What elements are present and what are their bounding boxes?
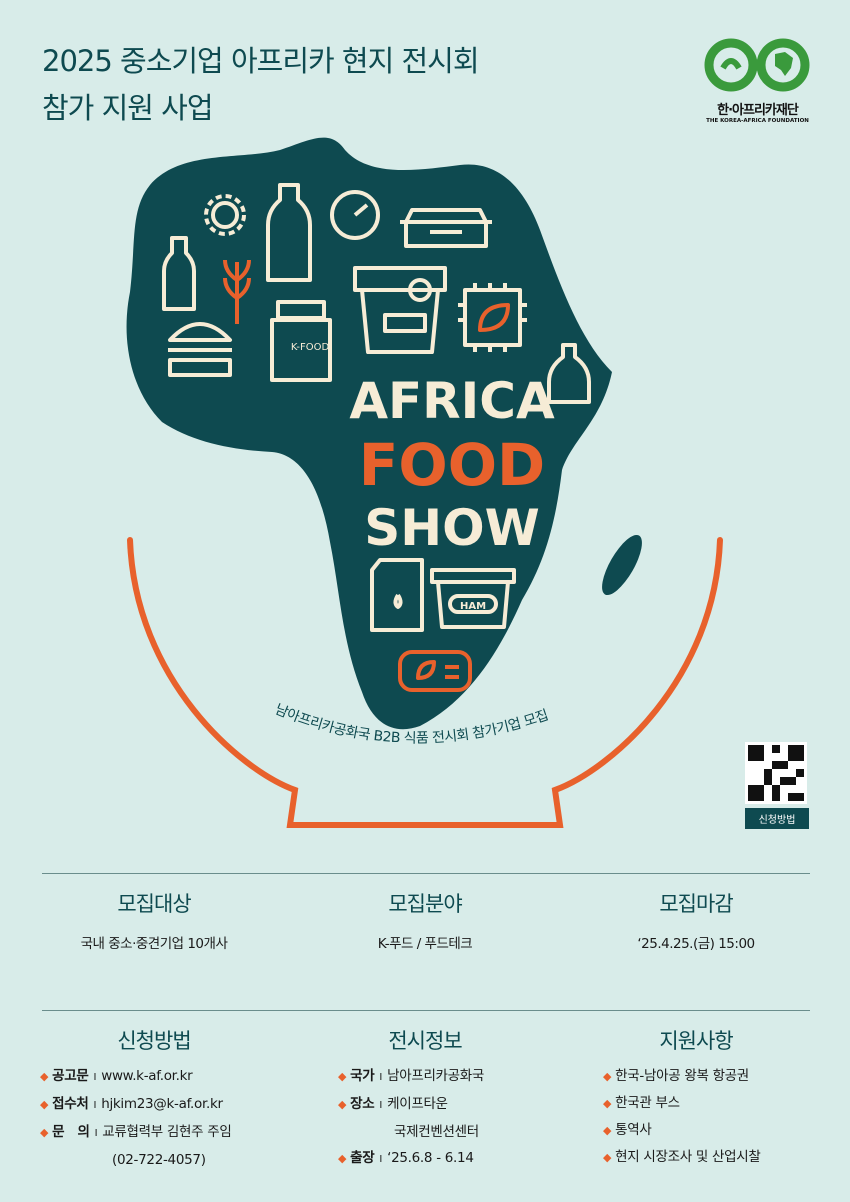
summary-field: 모집분야 K-푸드 / 푸드테크 [297,888,553,952]
gauge-icon [330,190,380,240]
page-title: 2025 중소기업 아프리카 현지 전시회 참가 지원 사업 [42,38,480,132]
exhibit-heading: 전시정보 [388,1029,462,1053]
summary-value: 국내 중소·중견기업 10개사 [80,936,228,952]
item-value-cont: 국제컨벤션센터 [394,1124,479,1140]
hero-show: SHOW [364,499,540,557]
item-value: 케이프타운 [387,1096,448,1112]
item-value: 통역사 [615,1122,652,1138]
item-value: 한국-남아공 왕복 항공권 [615,1068,749,1084]
item-value: ‘25.6.8 - 6.14 [387,1150,474,1166]
item-key: 공고문 [52,1068,89,1084]
diamond-bullet-icon: ◆ [603,1151,612,1164]
support-heading: 지원사항 [659,1029,733,1053]
diamond-bullet-icon: ◆ [603,1070,612,1083]
wheat-icon [223,259,251,324]
milk-carton-icon [370,558,424,632]
kfood-jar-icon [270,300,332,382]
madagascar [602,534,642,596]
exhibit-list: ◆ 국가 I 남아프리카공화국 ◆ 장소 I 케이프타운 국제컨벤션센터 ◆ 출장 I ‘25.6… [338,1063,484,1173]
divider [42,873,810,874]
item-key: 출장 [350,1150,375,1166]
item-key: 장소 [350,1096,375,1112]
item-key: 문 의 [52,1124,90,1140]
bowl-outline [127,537,723,828]
chip-icon [458,283,527,352]
hamburger-icon [168,322,232,377]
phone-number: (02-722-4057) [112,1152,206,1168]
list-item: ◆ 현지 시장조사 및 산업시찰 [603,1144,761,1171]
hero-illustration: K-FOOD HAM AFRICA FOOD SHOW 남아프리카공화국 B2B… [126,137,723,828]
item-key: 접수처 [52,1096,89,1112]
divider [42,1010,810,1011]
hero-africa: AFRICA [349,372,555,430]
title-line-1: 2025 중소기업 아프리카 현지 전시회 [42,44,480,78]
tub-label: HAM [460,601,486,612]
summary-heading: 모집마감 [659,892,733,916]
logo-mark-icon [704,38,809,92]
diamond-bullet-icon: ◆ [338,1152,347,1165]
bottle-icon [266,183,312,282]
title-line-2: 참가 지원 사업 [42,91,214,125]
item-value: 현지 시장조사 및 산업시찰 [615,1149,761,1165]
food-tech-card-icon [398,650,472,692]
list-item: ◆ 국가 I 남아프리카공화국 [338,1068,485,1084]
email-link[interactable]: hjkim23@k-af.or.kr [101,1096,223,1112]
item-value: 한국관 부스 [615,1095,680,1111]
summary-value: ‘25.4.25.(금) 15:00 [637,936,755,952]
jar-label: K-FOOD [291,342,330,353]
apply-heading: 신청방법 [117,1029,191,1053]
item-key: 국가 [350,1068,375,1084]
list-item: ◆ 문 의 I 교류협력부 김현주 주임 [40,1124,232,1140]
summary-deadline: 모집마감 ‘25.4.25.(금) 15:00 [568,888,824,952]
diamond-bullet-icon: ◆ [40,1070,49,1083]
qr-label: 신청방법 [745,808,809,829]
diamond-bullet-icon: ◆ [40,1098,49,1111]
summary-value: K-푸드 / 푸드테크 [377,936,473,952]
ham-tub-icon [430,568,516,629]
qr-code-icon [748,745,804,801]
list-item: ◆ 한국관 부스 [603,1090,760,1117]
summary-heading: 모집대상 [117,892,191,916]
diamond-bullet-icon: ◆ [338,1098,347,1111]
container-icon [400,208,492,248]
list-item: ◆ 한국-남아공 왕복 항공권 [603,1063,760,1090]
foundation-logo: 한·아프리카재단 THE KOREA-AFRICA FOUNDATION [700,38,815,124]
hero-food: FOOD [359,431,545,499]
support-list: ◆ 한국-남아공 왕복 항공권 ◆ 한국관 부스 ◆ 통역사 ◆ 현지 시장조사 및 산… [603,1063,761,1171]
diamond-bullet-icon: ◆ [40,1126,49,1139]
list-item: ◆ 장소 I 케이프타운 [338,1096,448,1112]
milk-bottle-icon [162,236,196,311]
cup-icon [353,266,447,354]
logo-name-en: THE KOREA-AFRICA FOUNDATION [706,118,809,124]
sauce-bottle-icon [547,343,591,404]
item-value: 교류협력부 김현주 주임 [102,1124,232,1140]
website-link[interactable]: www.k-af.or.kr [101,1068,193,1084]
list-item: ◆ 통역사 [603,1117,760,1144]
diamond-bullet-icon: ◆ [338,1070,347,1083]
gear-icon [204,194,246,236]
logo-name-ko: 한·아프리카재단 [717,103,799,118]
list-item: ◆ 출장 I ‘25.6.8 - 6.14 [338,1150,474,1166]
diamond-bullet-icon: ◆ [603,1097,612,1110]
summary-heading: 모집분야 [388,892,462,916]
qr-code[interactable]: 신청방법 [745,742,809,829]
diamond-bullet-icon: ◆ [603,1124,612,1137]
item-value: 남아프리카공화국 [387,1068,485,1084]
